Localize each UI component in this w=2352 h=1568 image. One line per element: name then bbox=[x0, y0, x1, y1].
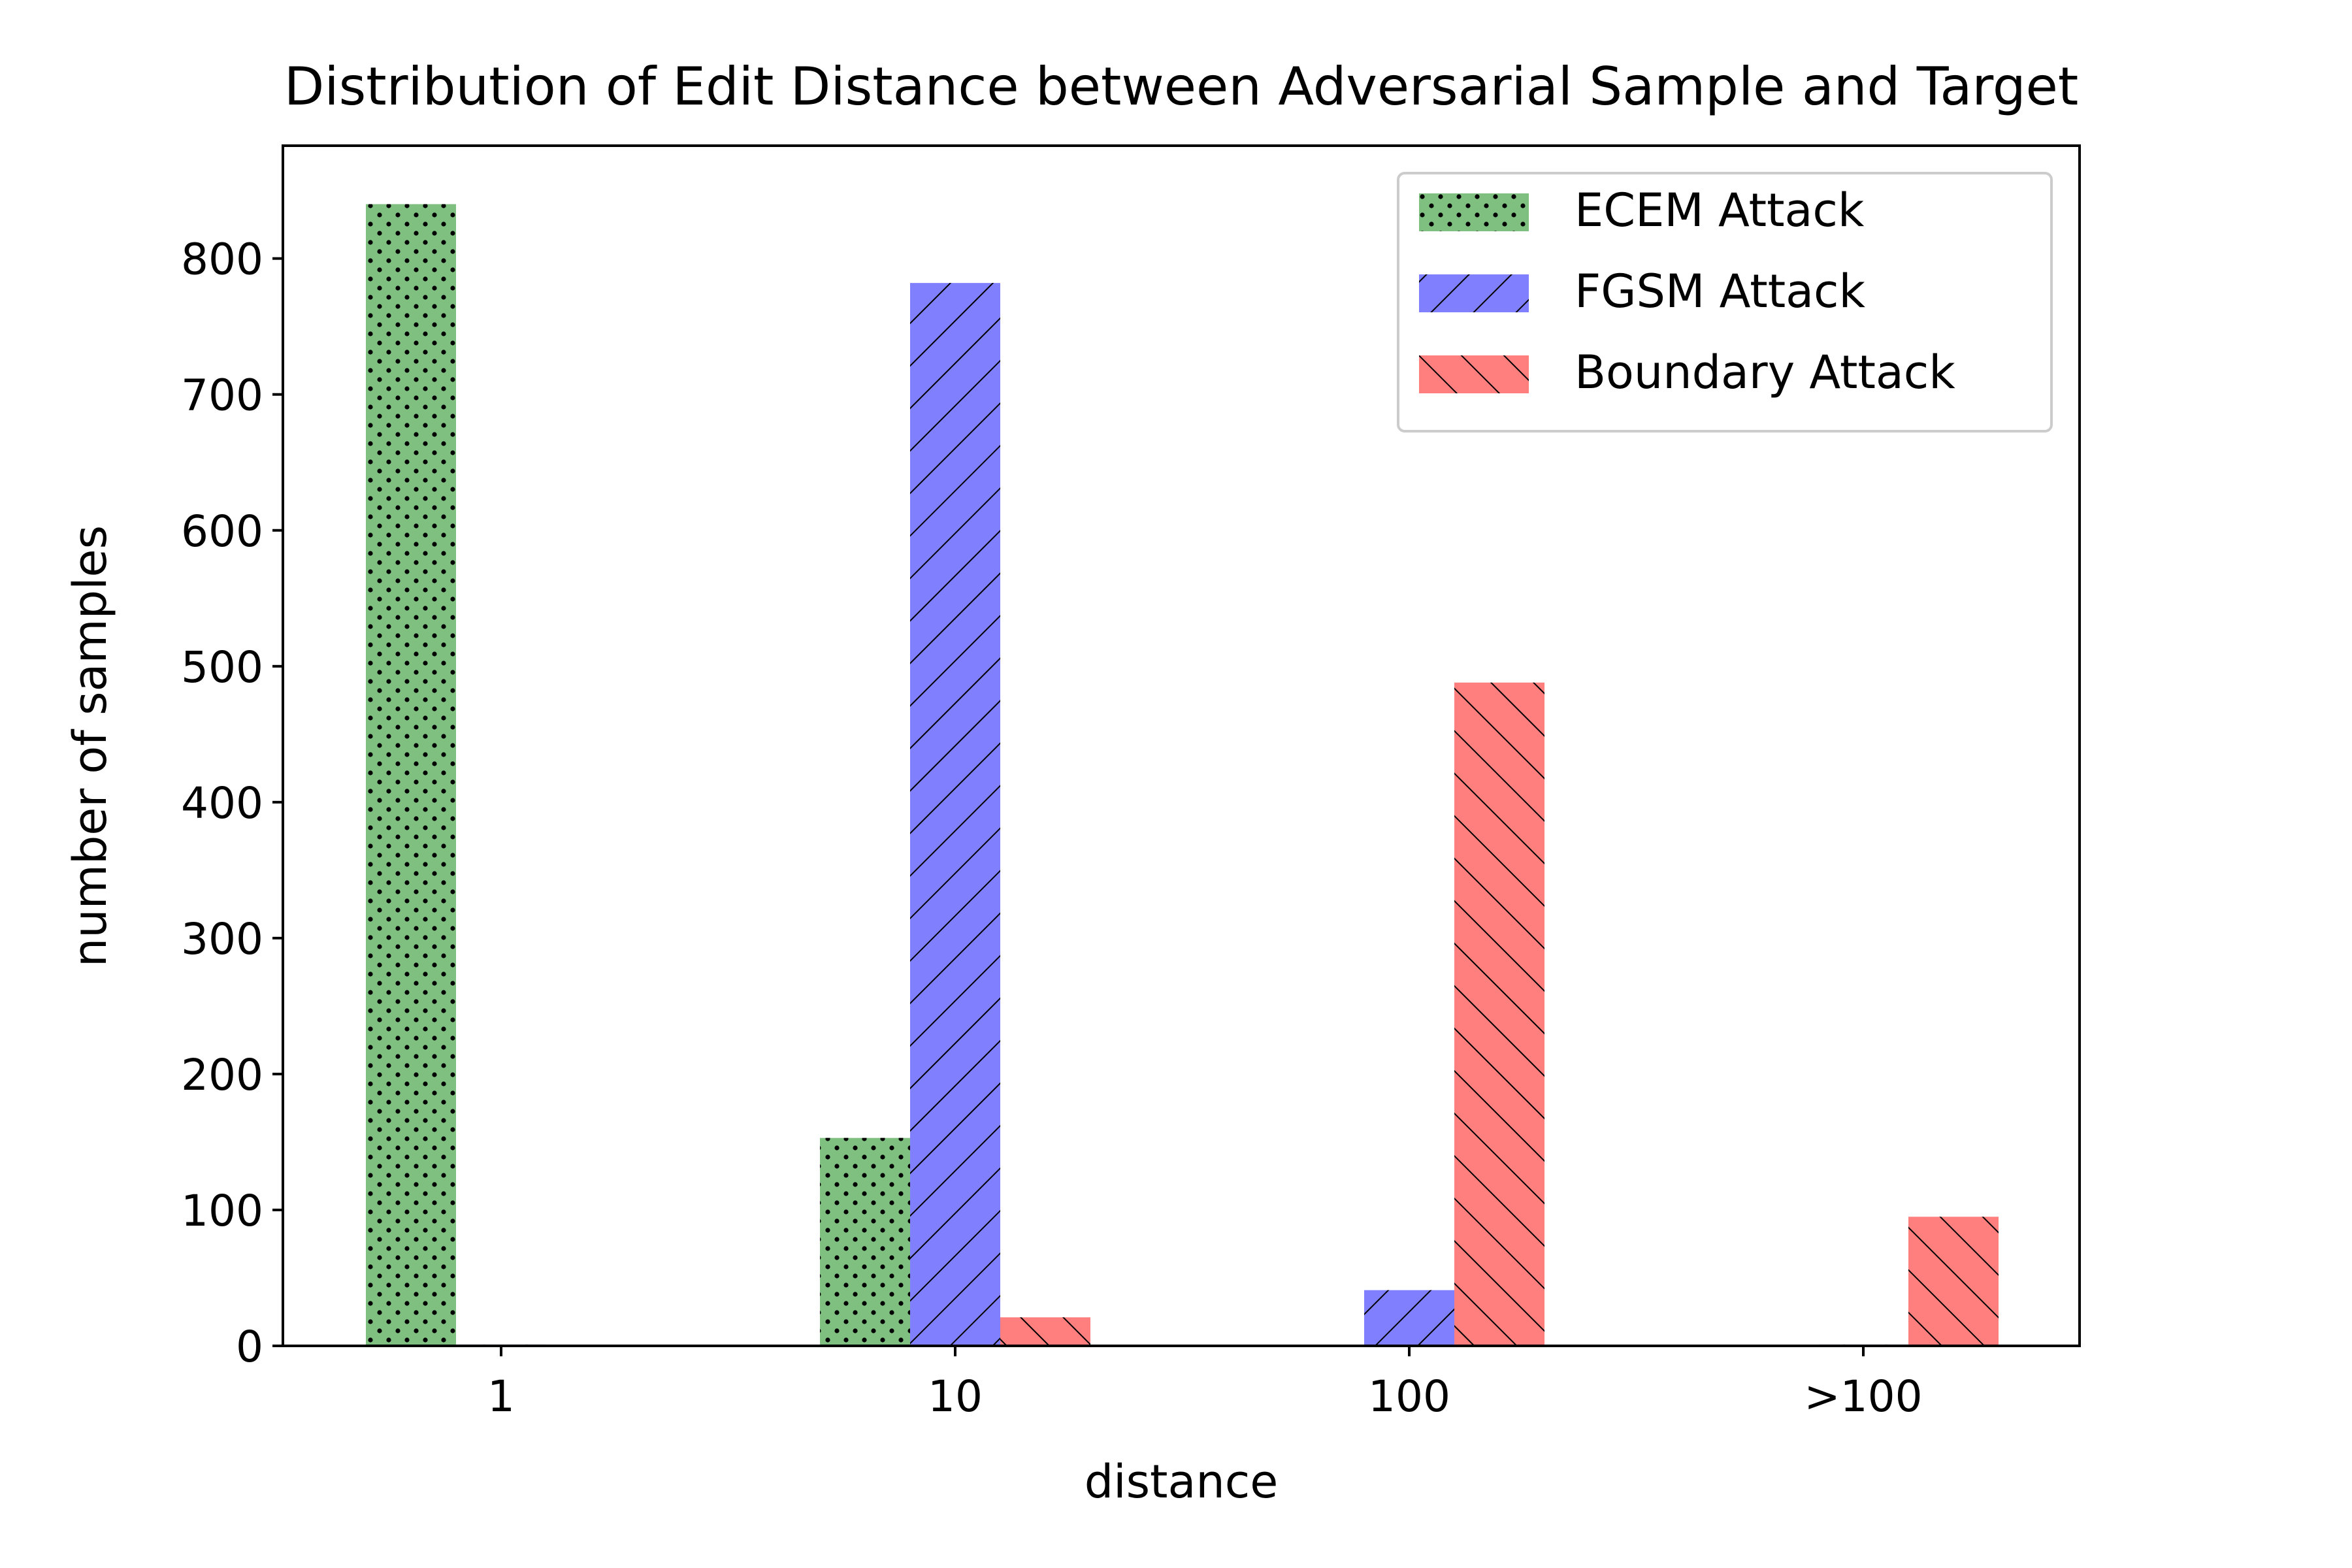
legend-swatch-hatch-ecem-attack bbox=[1419, 193, 1529, 231]
x-tick-label: 10 bbox=[928, 1371, 983, 1422]
y-tick-label: 0 bbox=[236, 1322, 263, 1372]
legend-label-boundary-attack: Boundary Attack bbox=[1575, 346, 1955, 399]
bar-hatch-ecem-attack-10 bbox=[820, 1137, 910, 1346]
y-tick-label: 300 bbox=[181, 914, 263, 964]
bar-hatch-boundary-attack-100 bbox=[1908, 1217, 1999, 1346]
bars-group bbox=[366, 204, 1999, 1346]
bar-hatch-ecem-attack-1 bbox=[366, 204, 456, 1346]
x-tick-label: 100 bbox=[1368, 1371, 1450, 1422]
x-axis-label: distance bbox=[1085, 1455, 1279, 1509]
legend-label-fgsm-attack: FGSM Attack bbox=[1575, 265, 1866, 318]
y-tick-label: 800 bbox=[181, 235, 263, 285]
y-tick-label: 700 bbox=[181, 370, 263, 421]
x-tick-label: 1 bbox=[487, 1371, 515, 1422]
bar-hatch-fgsm-attack-10 bbox=[910, 283, 1000, 1346]
x-tick-label: >100 bbox=[1804, 1371, 1922, 1422]
bar-hatch-boundary-attack-10 bbox=[1000, 1317, 1090, 1346]
bar-hatch-boundary-attack-100 bbox=[1454, 682, 1544, 1346]
y-tick-label: 600 bbox=[181, 506, 263, 557]
x-axis: 1 10 100 >100 bbox=[487, 1346, 1923, 1422]
chart-title: Distribution of Edit Distance between Ad… bbox=[284, 56, 2079, 117]
plot-frame bbox=[282, 144, 2081, 1347]
legend-label-ecem-attack: ECEM Attack bbox=[1575, 184, 1865, 237]
y-tick-label: 400 bbox=[181, 778, 263, 828]
y-axis-label: number of samples bbox=[63, 525, 117, 967]
y-tick-label: 200 bbox=[181, 1050, 263, 1100]
y-tick-label: 100 bbox=[181, 1186, 263, 1236]
legend-swatch-hatch-fgsm-attack bbox=[1419, 274, 1529, 312]
bar-hatch-fgsm-attack-100 bbox=[1364, 1290, 1454, 1346]
legend-swatch-hatch-boundary-attack bbox=[1419, 355, 1529, 393]
legend: ECEM Attack FGSM Attack Boundary Attack bbox=[1397, 172, 2053, 433]
legend-box bbox=[1397, 172, 2053, 433]
y-axis: 0 100 200 300 400 500 600 700 800 bbox=[181, 235, 283, 1372]
y-tick-label: 500 bbox=[181, 642, 263, 693]
